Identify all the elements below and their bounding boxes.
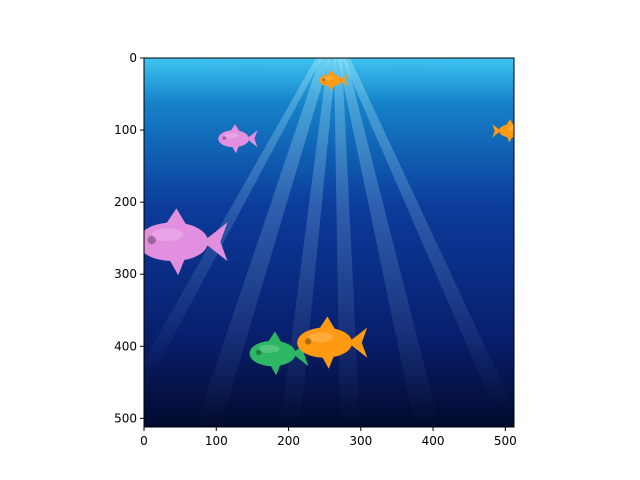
y-tick-label: 0 [129, 51, 137, 65]
x-tick-label: 300 [349, 434, 372, 448]
fish-orange-edge-right[interactable] [492, 119, 523, 143]
x-tick-label: 200 [277, 434, 300, 448]
sun-rays [144, 58, 510, 427]
x-axis: 0 100 200 300 400 500 [140, 427, 517, 448]
ocean-background [138, 58, 523, 427]
y-tick-label: 300 [114, 267, 137, 281]
x-tick-label: 400 [422, 434, 445, 448]
x-tick-label: 0 [140, 434, 148, 448]
y-tick-label: 400 [114, 339, 137, 353]
fish-orange-large[interactable] [297, 316, 368, 369]
y-tick-label: 200 [114, 195, 137, 209]
y-axis: 0 100 200 300 400 500 [114, 51, 144, 425]
x-tick-label: 100 [205, 434, 228, 448]
y-tick-label: 100 [114, 123, 137, 137]
fish-pink-small[interactable] [218, 124, 258, 154]
x-tick-label: 500 [494, 434, 517, 448]
y-tick-label: 500 [114, 411, 137, 425]
fish-pink-large[interactable] [138, 208, 228, 276]
axes-frame [143, 57, 515, 428]
fish-orange-small-top[interactable] [319, 69, 348, 91]
fish-layer [138, 69, 523, 376]
